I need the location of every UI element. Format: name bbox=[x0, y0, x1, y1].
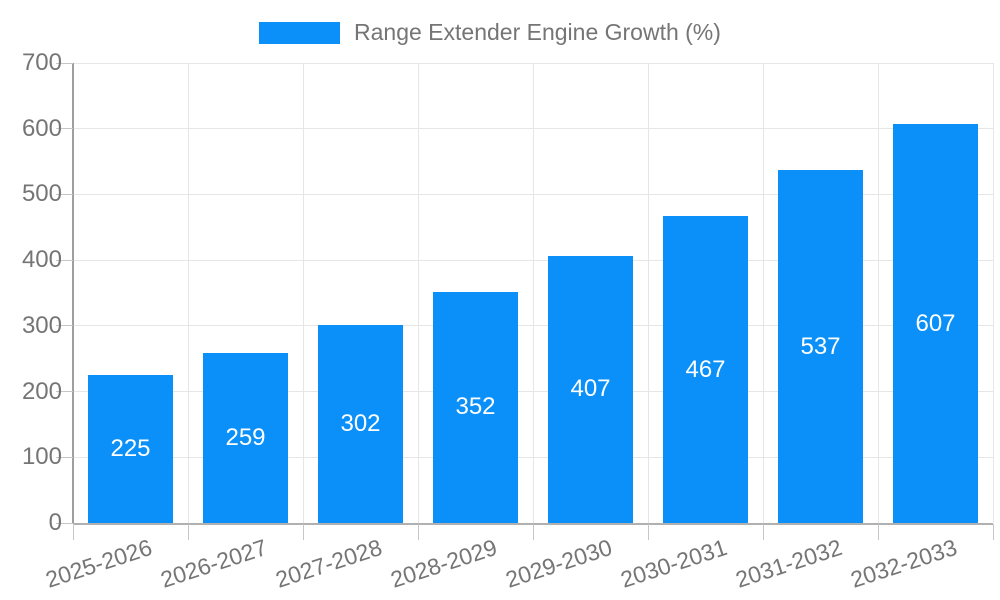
x-tick-mark bbox=[648, 524, 649, 540]
gridline-vertical bbox=[187, 63, 189, 523]
y-axis-tick-label: 200 bbox=[21, 377, 62, 405]
x-tick-mark bbox=[418, 524, 419, 540]
x-axis-tick-label: 2028-2029 bbox=[386, 534, 500, 593]
y-axis-tick-label: 600 bbox=[21, 114, 62, 142]
legend-swatch bbox=[259, 21, 340, 44]
x-axis-tick-label: 2026-2027 bbox=[156, 534, 270, 593]
legend-label: Range Extender Engine Growth (%) bbox=[354, 19, 721, 45]
plot-area: 225 259 302 352 407 467 537 607 bbox=[73, 62, 994, 523]
x-tick-mark bbox=[993, 524, 994, 540]
x-axis-tick-label: 2025-2026 bbox=[41, 534, 155, 593]
x-tick-mark bbox=[533, 524, 534, 540]
y-axis-tick-label: 0 bbox=[48, 509, 62, 536]
bar-value-label: 352 bbox=[455, 393, 496, 421]
gridline-vertical bbox=[992, 63, 994, 523]
x-tick-mark bbox=[878, 524, 879, 540]
gridline-vertical bbox=[417, 63, 419, 523]
y-tick-mark bbox=[56, 391, 73, 393]
x-axis-tick-label: 2031-2032 bbox=[731, 534, 845, 593]
y-tick-mark bbox=[56, 128, 73, 130]
bar bbox=[663, 216, 748, 523]
bar-value-label: 259 bbox=[225, 423, 266, 451]
gridline-vertical bbox=[302, 63, 304, 523]
bar-value-label: 302 bbox=[340, 409, 381, 437]
bar-value-label: 607 bbox=[915, 309, 956, 337]
x-tick-mark bbox=[73, 524, 74, 540]
gridline-vertical bbox=[762, 63, 764, 523]
y-tick-mark bbox=[56, 325, 73, 327]
gridline-vertical bbox=[532, 63, 534, 523]
y-tick-mark bbox=[56, 259, 73, 261]
x-tick-mark bbox=[188, 524, 189, 540]
y-tick-mark bbox=[56, 193, 73, 195]
bar bbox=[88, 375, 173, 523]
bar-value-label: 225 bbox=[110, 435, 151, 463]
y-axis-tick-label: 300 bbox=[21, 311, 62, 339]
y-tick-mark bbox=[56, 456, 73, 458]
bar bbox=[203, 352, 288, 523]
y-axis-tick-label: 400 bbox=[21, 246, 62, 274]
bar-value-label: 407 bbox=[570, 375, 611, 403]
x-tick-mark bbox=[303, 524, 304, 540]
y-axis-tick-label: 100 bbox=[21, 443, 62, 471]
gridline-vertical bbox=[647, 63, 649, 523]
y-axis-tick-label: 500 bbox=[21, 180, 62, 208]
x-axis-tick-label: 2030-2031 bbox=[616, 534, 730, 593]
gridline-vertical bbox=[877, 63, 879, 523]
bar-value-label: 537 bbox=[800, 332, 841, 360]
bar bbox=[778, 170, 863, 523]
x-axis-tick-label: 2032-2033 bbox=[846, 534, 960, 593]
bar-value-label: 467 bbox=[685, 355, 726, 383]
y-tick-mark bbox=[56, 522, 73, 524]
y-axis-line bbox=[72, 63, 74, 524]
x-tick-mark bbox=[763, 524, 764, 540]
chart-legend: Range Extender Engine Growth (%) bbox=[259, 19, 721, 45]
x-axis-tick-label: 2029-2030 bbox=[501, 534, 615, 593]
bar bbox=[548, 255, 633, 523]
bar bbox=[318, 324, 403, 523]
x-axis-tick-label: 2027-2028 bbox=[271, 534, 385, 593]
y-tick-mark bbox=[56, 62, 73, 64]
bar bbox=[433, 291, 518, 523]
bar bbox=[893, 124, 978, 523]
y-axis-tick-label: 700 bbox=[21, 49, 62, 76]
